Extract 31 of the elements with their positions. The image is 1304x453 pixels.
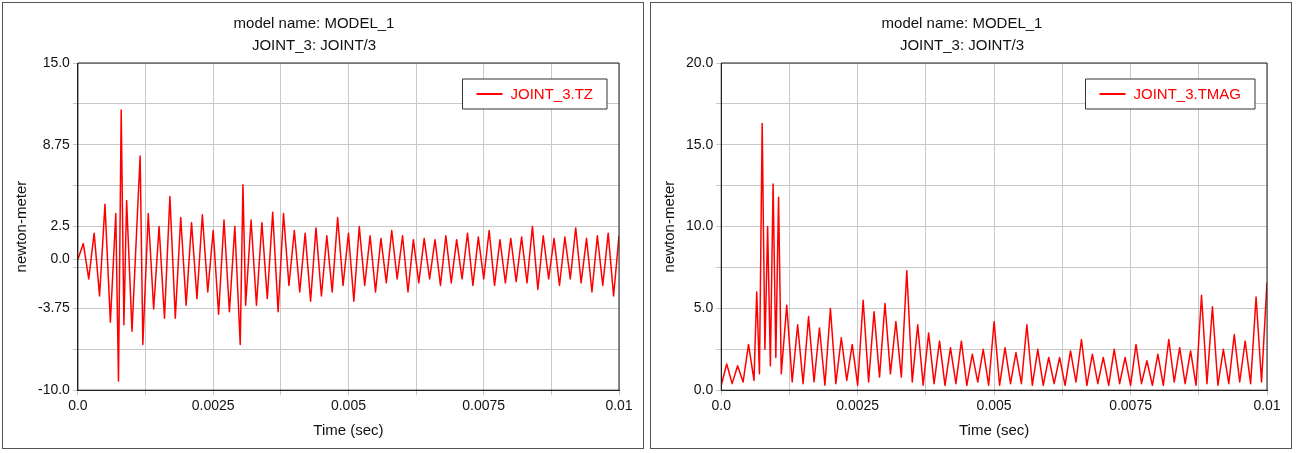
y-tick-label: 15.0 <box>686 135 714 152</box>
x-tick-label: 0.005 <box>976 397 1012 414</box>
x-tick-label: 0.0 <box>68 397 88 414</box>
y-tick-label: 20.0 <box>686 53 714 70</box>
y-tick-label: 10.0 <box>686 217 714 234</box>
x-axis-title: Time (sec) <box>958 421 1030 439</box>
x-tick-label: 0.01 <box>1253 397 1281 414</box>
y-tick-label: -10.0 <box>37 381 71 398</box>
x-axis-title: Time (sec) <box>313 421 384 439</box>
y-tick-label: 8.75 <box>42 135 71 152</box>
x-tick-label: 0.005 <box>330 397 367 414</box>
x-tick-label: 0.0075 <box>462 397 506 414</box>
chart-subtitle: JOINT_3: JOINT/3 <box>251 36 377 54</box>
y-axis-title: newton-meter <box>12 180 30 273</box>
y-tick-label: 15.0 <box>42 53 71 70</box>
x-tick-label: 0.0075 <box>1109 397 1153 414</box>
y-axis-title: newton-meter <box>660 180 678 273</box>
x-tick-label: 0.0025 <box>836 397 880 414</box>
y-tick-label: 5.0 <box>693 299 714 316</box>
legend-label: JOINT_3.TMAG <box>1133 85 1241 103</box>
y-tick-label: 2.5 <box>50 217 71 234</box>
x-tick-label: 0.01 <box>605 397 633 414</box>
x-tick-label: 0.0025 <box>191 397 235 414</box>
chart-title: model name: MODEL_1 <box>233 14 395 32</box>
legend-label: JOINT_3.TZ <box>510 85 594 103</box>
y-tick-label: 0.0 <box>50 250 71 267</box>
y-tick-label: -3.75 <box>37 299 71 316</box>
y-tick-label: 0.0 <box>693 381 714 398</box>
chart-title: model name: MODEL_1 <box>881 14 1043 32</box>
x-tick-label: 0.0 <box>711 397 732 414</box>
chart-subtitle: JOINT_3: JOINT/3 <box>899 36 1025 54</box>
